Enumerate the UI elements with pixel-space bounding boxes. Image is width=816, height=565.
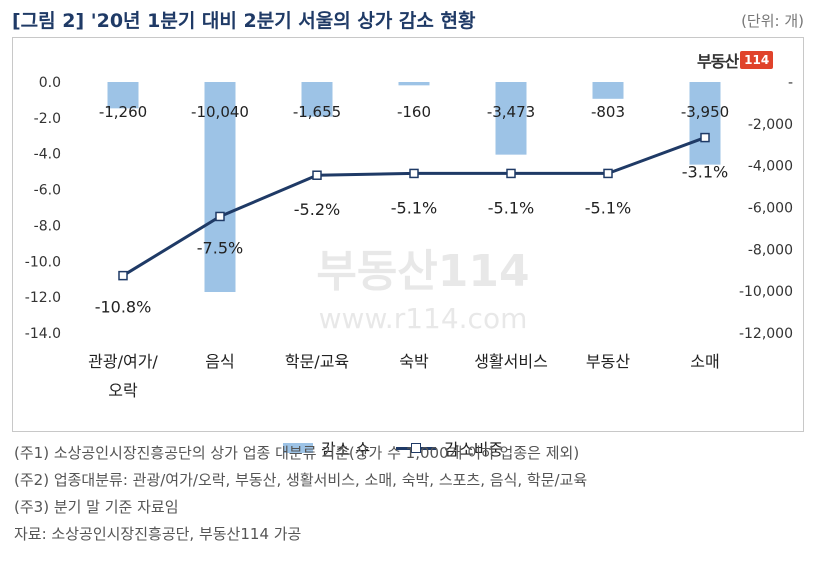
bar-label: -160 bbox=[397, 103, 431, 121]
left-axis-tick: -4.0 bbox=[34, 147, 61, 163]
left-axis-tick: -8.0 bbox=[34, 218, 61, 234]
bar bbox=[689, 82, 721, 165]
brand-logo-text: 부동산 bbox=[697, 52, 739, 71]
right-axis-tick: -10,000 bbox=[739, 284, 793, 300]
bar-label: -803 bbox=[591, 103, 625, 121]
chart-legend: 감소 수 감소비중 bbox=[283, 436, 503, 460]
line-point bbox=[700, 132, 710, 143]
right-axis-tick: -6,000 bbox=[748, 201, 793, 217]
legend-bar-label: 감소 수 bbox=[321, 440, 371, 459]
bar bbox=[301, 82, 333, 117]
line-point bbox=[506, 168, 516, 179]
category-label: 학문/교육 bbox=[285, 352, 349, 371]
category-label: 부동산 bbox=[586, 352, 630, 371]
category-label: 숙박 bbox=[399, 352, 429, 371]
bar-label: -3,473 bbox=[487, 103, 535, 121]
line-label: -5.1% bbox=[488, 198, 534, 217]
left-axis-tick: -10.0 bbox=[25, 254, 61, 270]
bar bbox=[204, 82, 236, 293]
right-axis-tick: -12,000 bbox=[739, 326, 793, 342]
legend-line-label: 감소비중 bbox=[444, 440, 504, 459]
legend-item-bar: 감소 수 bbox=[283, 436, 370, 460]
right-axis-tick: -2,000 bbox=[748, 117, 793, 133]
source-note: 자료: 소상공인시장진흥공단, 부동산114 가공 bbox=[14, 525, 302, 543]
line-label: -5.1% bbox=[391, 198, 437, 217]
legend-line-swatch bbox=[396, 443, 437, 453]
category-label: 음식 bbox=[205, 352, 234, 371]
category-label: 오락 bbox=[108, 381, 138, 400]
line-point bbox=[215, 211, 225, 222]
line-point bbox=[118, 270, 128, 281]
bar-label: -3,950 bbox=[681, 103, 729, 121]
category-label: 관광/여가/ bbox=[88, 352, 158, 371]
watermark: 부동산114 www.r114.com bbox=[316, 246, 529, 335]
right-axis-tick: - bbox=[788, 75, 793, 91]
category-label: 생활서비스 bbox=[474, 352, 548, 371]
left-axis-tick: -14.0 bbox=[25, 326, 61, 342]
legend-item-line: 감소비중 bbox=[396, 436, 503, 460]
watermark-url: www.r114.com bbox=[319, 302, 528, 335]
combo-chart: 부동산114 www.r114.com 0.0 -2.0 -4.0 -6.0 -8.0 -… bbox=[25, 75, 793, 400]
bar bbox=[107, 82, 139, 109]
right-axis-tick: -8,000 bbox=[748, 242, 793, 258]
brand-logo: 부동산 114 bbox=[697, 48, 774, 72]
brand-logo-badge: 114 bbox=[740, 51, 774, 69]
bar-label: -1,260 bbox=[99, 103, 147, 121]
line-label: -5.1% bbox=[585, 198, 631, 217]
line-label: -5.2% bbox=[294, 200, 340, 219]
bar bbox=[495, 82, 527, 155]
bar-label: -1,655 bbox=[293, 103, 341, 121]
footnote-1: (주1) 소상공인시장진흥공단의 상가 업종 대분류 기준(상가 수 1,000… bbox=[14, 444, 580, 462]
line-label: -3.1% bbox=[682, 163, 728, 182]
line-label: -10.8% bbox=[95, 298, 152, 317]
bar bbox=[398, 82, 430, 86]
left-axis-tick: -2.0 bbox=[34, 111, 61, 127]
left-axis-tick: -12.0 bbox=[25, 290, 61, 306]
line-point bbox=[603, 168, 613, 179]
footnotes: (주1) 소상공인시장진흥공단의 상가 업종 대분류 기준(상가 수 1,000… bbox=[14, 440, 587, 548]
bar bbox=[592, 82, 624, 99]
right-axis-tick: -4,000 bbox=[748, 159, 793, 175]
line-point bbox=[409, 168, 419, 179]
chart-panel: 부동산114 www.r114.com 0.0 -2.0 -4.0 -6.0 -8.0-… bbox=[12, 37, 804, 459]
page-title: [그림 2] '20년 1분기 대비 2분기 서울의 상가 감소 현황 bbox=[12, 10, 476, 32]
unit-label: (단위: 개) bbox=[741, 12, 804, 30]
bar-label: -10,040 bbox=[191, 103, 249, 121]
watermark-logo: 부동산114 bbox=[316, 246, 529, 297]
footnote-2: (주2) 업종대분류: 관광/여가/오락, 부동산, 생활서비스, 소매, 숙박… bbox=[14, 471, 588, 489]
left-axis-tick: -6.0 bbox=[34, 183, 61, 199]
legend-bar-swatch bbox=[283, 443, 313, 453]
category-label: 소매 bbox=[690, 352, 719, 371]
footnote-3: (주3) 분기 말 기준 자료임 bbox=[14, 498, 179, 516]
line-label: -7.5% bbox=[197, 238, 243, 257]
line-point bbox=[312, 170, 322, 180]
left-axis-tick: 0.0 bbox=[39, 75, 61, 91]
